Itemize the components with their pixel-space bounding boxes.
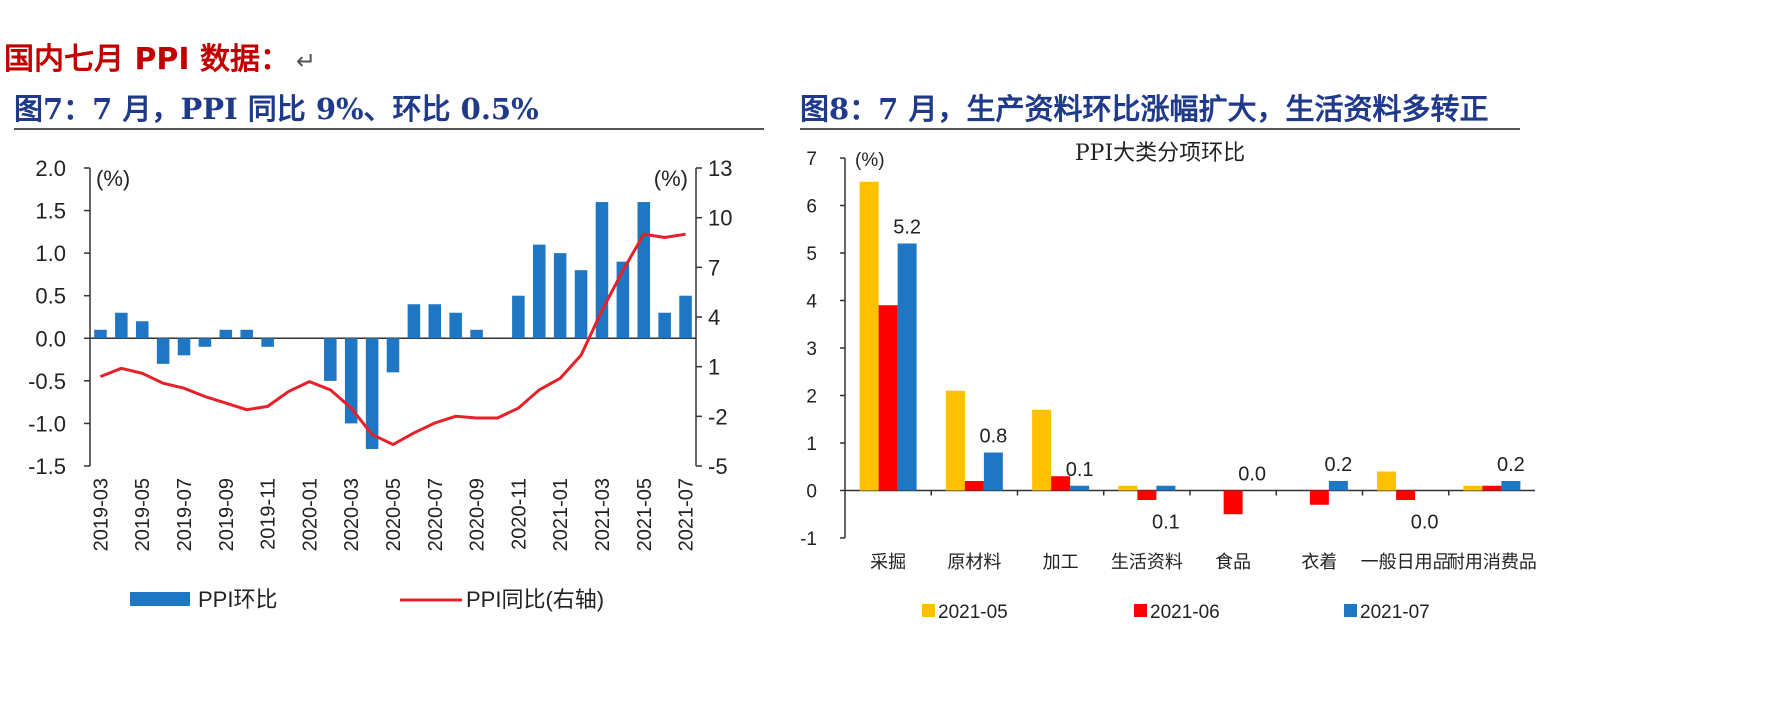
category-bar — [1156, 486, 1175, 491]
data-label: 0.2 — [1324, 454, 1352, 476]
x-category-label: 耐用消费品 — [1447, 552, 1537, 573]
y-tick-label: 5 — [806, 244, 817, 265]
category-bar — [1482, 486, 1501, 491]
category-bar — [860, 182, 879, 491]
x-category-label: 一般日用品 — [1361, 552, 1451, 573]
data-label: 0.0 — [1238, 464, 1266, 486]
data-label: 0.8 — [979, 426, 1007, 448]
category-bar — [879, 305, 898, 490]
data-label: 0.0 — [1411, 512, 1439, 534]
legend-label: 2021-05 — [938, 602, 1008, 623]
category-bar — [1463, 486, 1482, 491]
data-label: 0.1 — [1066, 459, 1094, 481]
chart-title: PPI大类分项环比 — [1075, 141, 1245, 166]
legend-swatch — [1134, 604, 1147, 617]
data-label: 0.1 — [1152, 512, 1180, 534]
legend-swatch — [922, 604, 935, 617]
category-bar — [1310, 491, 1329, 505]
category-bar — [946, 391, 965, 491]
y-tick-label: -1 — [800, 529, 817, 550]
category-bar — [1032, 410, 1051, 491]
x-category-label: 食品 — [1215, 552, 1251, 573]
category-bar — [1137, 491, 1156, 501]
x-category-label: 生活资料 — [1111, 552, 1183, 573]
x-category-label: 衣着 — [1301, 552, 1337, 573]
y-tick-label: 7 — [806, 149, 817, 170]
y-tick-label: 3 — [806, 339, 817, 360]
category-bar — [1118, 486, 1137, 491]
data-label: 5.2 — [893, 217, 921, 239]
category-bar — [984, 453, 1003, 491]
category-bar — [1070, 486, 1089, 491]
category-bar — [965, 481, 984, 491]
x-category-label: 加工 — [1043, 552, 1079, 573]
legend-swatch — [1344, 604, 1357, 617]
y-tick-label: 2 — [806, 387, 817, 408]
y-axis-unit: (%) — [855, 150, 885, 171]
category-bar — [1329, 481, 1348, 491]
category-bar — [1377, 472, 1396, 491]
legend-label: 2021-07 — [1360, 602, 1430, 623]
legend-label: 2021-06 — [1150, 602, 1220, 623]
x-category-label: 采掘 — [870, 552, 906, 573]
data-label: 0.2 — [1497, 454, 1525, 476]
x-category-label: 原材料 — [947, 552, 1001, 573]
y-tick-label: 0 — [806, 482, 817, 503]
category-bar — [1501, 481, 1520, 491]
y-tick-label: 6 — [806, 197, 817, 218]
category-bar — [1396, 491, 1415, 501]
category-bar — [1224, 491, 1243, 515]
y-tick-label: 1 — [806, 434, 817, 455]
category-bar — [898, 244, 917, 491]
y-tick-label: 4 — [806, 292, 817, 313]
